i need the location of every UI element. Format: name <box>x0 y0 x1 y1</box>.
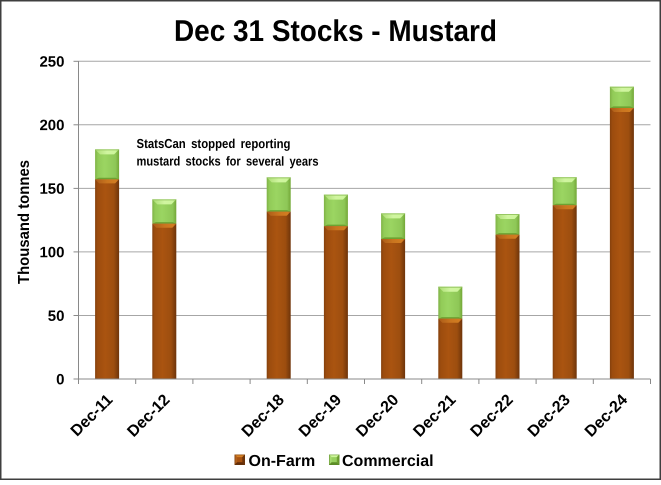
svg-text:Dec 31 Stocks - Mustard: Dec 31 Stocks - Mustard <box>174 15 497 48</box>
svg-text:100: 100 <box>39 244 64 261</box>
svg-text:200: 200 <box>39 117 64 134</box>
svg-text:On-Farm: On-Farm <box>248 453 315 470</box>
svg-text:250: 250 <box>39 54 64 71</box>
svg-text:0: 0 <box>56 371 64 388</box>
svg-text:Thousand tonnes: Thousand tonnes <box>16 160 33 284</box>
svg-text:StatsCan stopped reporting: StatsCan stopped reporting <box>136 136 290 151</box>
svg-text:50: 50 <box>48 308 65 325</box>
svg-text:150: 150 <box>39 181 64 198</box>
svg-text:mustard stocks for several yea: mustard stocks for several years <box>136 154 318 169</box>
svg-text:Commercial: Commercial <box>342 453 434 470</box>
